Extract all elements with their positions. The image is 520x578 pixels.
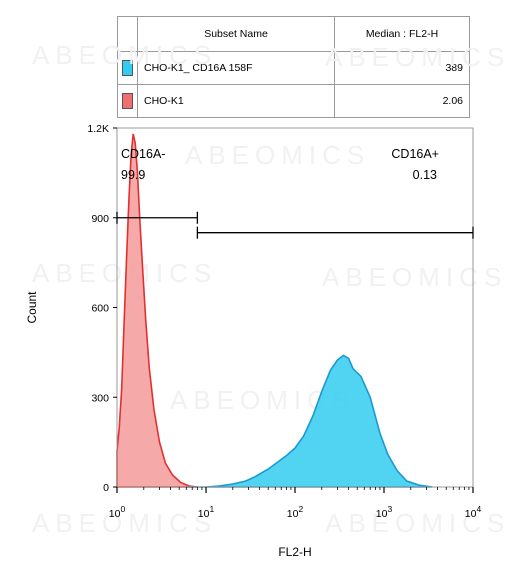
legend-row: CHO-K1 2.06 (117, 84, 470, 118)
legend-table: Subset Name Median : FL2-H CHO-K1_ CD16A… (117, 16, 470, 118)
legend-header-row: Subset Name Median : FL2-H (117, 16, 470, 52)
histogram-series-1 (186, 354, 433, 488)
legend-name-header: Subset Name (137, 16, 335, 52)
x-tick-label: 103 (376, 504, 393, 520)
y-axis-label: Count (25, 291, 39, 324)
y-tick-label: 900 (91, 213, 109, 225)
legend-value-header: Median : FL2-H (334, 16, 470, 52)
legend-swatch-cd16a (122, 60, 133, 76)
x-tick-label: 101 (198, 504, 215, 520)
gate-name-label: CD16A- (121, 147, 165, 161)
x-tick-label: 104 (465, 504, 482, 520)
y-tick-label: 1.2K (87, 123, 109, 135)
gate-percent-label: 99.9 (121, 168, 145, 182)
x-tick-label: 100 (109, 504, 126, 520)
y-tick-label: 600 (91, 303, 109, 315)
y-tick-label: 300 (91, 392, 109, 404)
legend-row-name: CHO-K1 (137, 84, 335, 118)
gate-percent-label: 0.13 (413, 168, 437, 182)
legend-row: CHO-K1_ CD16A 158F 389 (117, 51, 470, 85)
gate-name-label: CD16A+ (391, 147, 439, 161)
legend-row-name: CHO-K1_ CD16A 158F (137, 51, 335, 85)
x-axis-label: FL2-H (278, 545, 311, 559)
y-tick-label: 0 (103, 482, 109, 494)
legend-row-value: 2.06 (334, 84, 470, 118)
histogram-series-0 (116, 133, 198, 488)
legend-swatch-cho (122, 93, 133, 109)
x-tick-label: 102 (287, 504, 304, 520)
